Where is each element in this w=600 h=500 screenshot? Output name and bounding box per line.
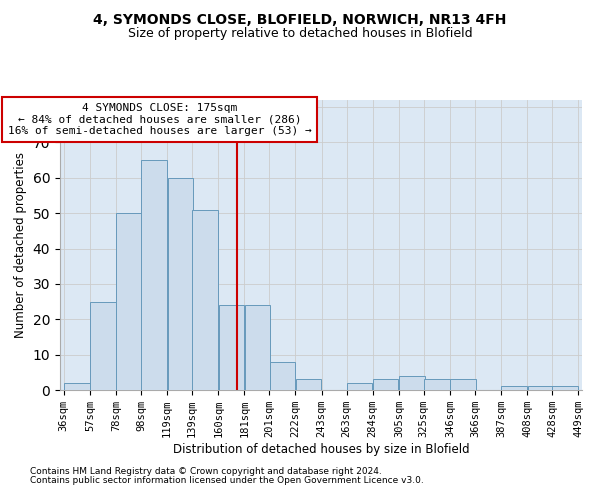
Bar bbox=[245, 305, 270, 390]
Bar bbox=[167, 178, 193, 390]
Bar bbox=[218, 305, 244, 390]
Text: 4, SYMONDS CLOSE, BLOFIELD, NORWICH, NR13 4FH: 4, SYMONDS CLOSE, BLOFIELD, NORWICH, NR1… bbox=[94, 12, 506, 26]
Bar bbox=[399, 376, 425, 390]
Y-axis label: Number of detached properties: Number of detached properties bbox=[14, 152, 27, 338]
Bar bbox=[90, 302, 116, 390]
Bar bbox=[193, 210, 218, 390]
Bar bbox=[451, 380, 476, 390]
Text: Size of property relative to detached houses in Blofield: Size of property relative to detached ho… bbox=[128, 28, 472, 40]
Bar bbox=[347, 383, 373, 390]
Bar bbox=[373, 380, 398, 390]
Bar bbox=[116, 213, 142, 390]
Bar bbox=[424, 380, 449, 390]
Bar bbox=[296, 380, 321, 390]
X-axis label: Distribution of detached houses by size in Blofield: Distribution of detached houses by size … bbox=[173, 443, 469, 456]
Bar bbox=[553, 386, 578, 390]
Text: Contains HM Land Registry data © Crown copyright and database right 2024.: Contains HM Land Registry data © Crown c… bbox=[30, 467, 382, 476]
Bar bbox=[142, 160, 167, 390]
Bar bbox=[527, 386, 553, 390]
Bar bbox=[502, 386, 527, 390]
Bar bbox=[64, 383, 89, 390]
Text: Contains public sector information licensed under the Open Government Licence v3: Contains public sector information licen… bbox=[30, 476, 424, 485]
Text: 4 SYMONDS CLOSE: 175sqm
← 84% of detached houses are smaller (286)
16% of semi-d: 4 SYMONDS CLOSE: 175sqm ← 84% of detache… bbox=[8, 103, 311, 136]
Bar bbox=[269, 362, 295, 390]
